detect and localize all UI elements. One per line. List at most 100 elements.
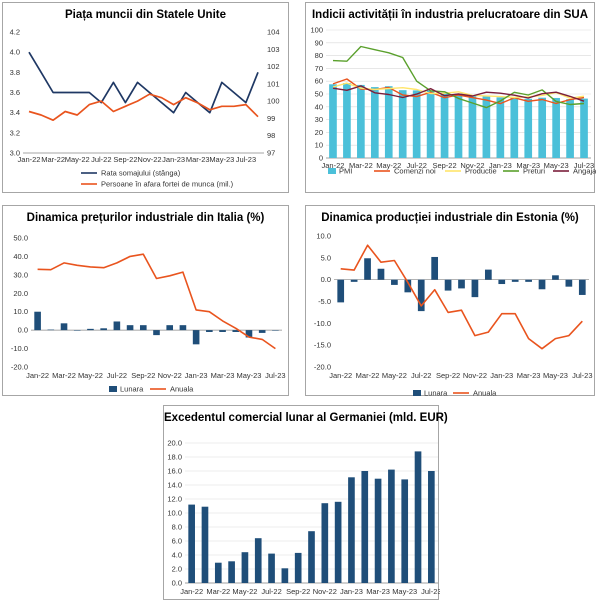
italy-prices-chart-panel: -20.0 -10.0 0.0 10.0 20.0 30.0 40.0 50.0 Jan-22 M… bbox=[2, 205, 289, 396]
y-tick-label: -20.0 bbox=[314, 363, 331, 372]
y-tick-label: 3.8 bbox=[10, 68, 20, 77]
y-tick-label: -15.0 bbox=[314, 341, 331, 350]
us-manufacturing-chart: 0 10 20 30 40 50 60 70 80 90 100 Jan-22 Mar-22 May-22… bbox=[310, 26, 596, 176]
series-line bbox=[37, 253, 276, 350]
y-tick-label: 0.0 bbox=[321, 275, 331, 284]
bar bbox=[398, 90, 407, 158]
x-tick-label: Sep-22 bbox=[113, 155, 137, 164]
legend-label: Lunara bbox=[120, 385, 144, 394]
x-tick-label: Jan-22 bbox=[329, 371, 352, 380]
bar bbox=[578, 279, 586, 295]
bar bbox=[100, 328, 107, 331]
bar bbox=[87, 328, 94, 331]
y-right-tick-label: 104 bbox=[267, 28, 280, 37]
bar bbox=[471, 279, 479, 298]
x-tick-label: Mar-22 bbox=[206, 587, 230, 596]
bar bbox=[511, 279, 519, 282]
x-tick-label: Mar-22 bbox=[52, 371, 76, 380]
x-tick-label: Nov-22 bbox=[137, 155, 161, 164]
y-tick-label: -20.0 bbox=[11, 363, 28, 372]
x-tick-label: May-22 bbox=[376, 161, 401, 170]
legend-swatch bbox=[109, 386, 117, 392]
y-tick-label: -5.0 bbox=[318, 297, 331, 306]
y-tick-label: 16.0 bbox=[167, 467, 182, 476]
x-tick-label: May-22 bbox=[382, 371, 407, 380]
bar bbox=[334, 501, 342, 583]
y-tick-label: 30 bbox=[315, 115, 323, 124]
series-line bbox=[28, 93, 259, 122]
x-tick-label: May-22 bbox=[65, 155, 90, 164]
bar bbox=[484, 269, 492, 280]
bar bbox=[228, 561, 235, 583]
legend-label: PMI bbox=[339, 167, 352, 176]
bar bbox=[214, 562, 222, 583]
bar bbox=[404, 279, 412, 293]
y-tick-label: 0.0 bbox=[18, 326, 28, 335]
x-tick-label: Jul-22 bbox=[91, 155, 111, 164]
y-tick-label: 10.0 bbox=[167, 509, 182, 518]
bar bbox=[565, 279, 573, 287]
legend-label: Anuala bbox=[473, 389, 497, 398]
x-tick-label: Sep-22 bbox=[131, 371, 155, 380]
y-right-tick-label: 101 bbox=[267, 79, 280, 88]
bar bbox=[525, 279, 532, 282]
x-tick-label: Jul-23 bbox=[572, 371, 592, 380]
bar bbox=[524, 98, 533, 158]
bar bbox=[34, 311, 41, 331]
bar bbox=[482, 96, 491, 158]
x-tick-label: May-22 bbox=[232, 587, 257, 596]
bar bbox=[357, 84, 365, 158]
y-tick-label: 20.0 bbox=[167, 439, 182, 448]
bar bbox=[458, 279, 465, 289]
x-tick-label: Jul-22 bbox=[107, 371, 127, 380]
x-tick-label: Jul-22 bbox=[411, 371, 431, 380]
bar bbox=[179, 325, 187, 331]
bar bbox=[201, 506, 209, 583]
bar bbox=[361, 471, 369, 583]
chart-title: Piața muncii din Statele Unite bbox=[64, 9, 227, 21]
y-tick-label: -10.0 bbox=[11, 344, 28, 353]
us-manufacturing-chart-panel: 0 10 20 30 40 50 60 70 80 90 100 Jan-22 Mar-22 May-22… bbox=[305, 2, 596, 193]
y-tick-label: 14.0 bbox=[167, 481, 182, 490]
y-right-tick-label: 103 bbox=[267, 45, 280, 54]
x-tick-label: Mar-22 bbox=[349, 161, 373, 170]
bar bbox=[321, 503, 329, 583]
y-tick-label: 40 bbox=[315, 102, 323, 111]
x-tick-label: Jan-22 bbox=[18, 155, 41, 164]
estonia-production-chart-panel: -20.0 -15.0 -10.0 -5.0 0.0 5.0 10.0 Jan-22 Mar-2… bbox=[305, 205, 595, 398]
bar bbox=[272, 330, 279, 331]
y-tick-label: 90 bbox=[315, 38, 323, 47]
bar bbox=[374, 478, 382, 583]
y-tick-label: -10.0 bbox=[314, 319, 331, 328]
bar bbox=[206, 330, 213, 332]
y-tick-label: 10.0 bbox=[13, 307, 28, 316]
legend-label: Productie bbox=[465, 167, 497, 176]
y-right-tick-label: 100 bbox=[267, 97, 280, 106]
bar bbox=[384, 86, 393, 158]
x-tick-label: Jan-23 bbox=[185, 371, 208, 380]
y-tick-label: 3.6 bbox=[10, 88, 20, 97]
y-tick-label: 3.4 bbox=[10, 108, 20, 117]
x-tick-label: Jul-23 bbox=[265, 371, 285, 380]
bar bbox=[468, 95, 477, 158]
bar bbox=[348, 477, 355, 583]
y-tick-label: 0 bbox=[319, 154, 323, 163]
y-tick-label: 30.0 bbox=[13, 270, 28, 279]
series-line bbox=[332, 85, 585, 102]
y-tick-label: 100 bbox=[310, 26, 323, 35]
y-tick-label: 3.0 bbox=[10, 149, 20, 158]
y-tick-label: 80 bbox=[315, 51, 323, 60]
us-labor-chart: 3.0 3.2 3.4 3.6 3.8 4.0 4.2 97 98 99 100 101 102 103 1… bbox=[10, 28, 280, 189]
x-tick-label: Jul-22 bbox=[261, 587, 281, 596]
legend-swatch bbox=[413, 390, 421, 396]
bar bbox=[428, 471, 435, 583]
x-tick-label: Nov-22 bbox=[460, 161, 484, 170]
y-tick-label: 0.0 bbox=[172, 579, 182, 588]
y-tick-label: 60 bbox=[315, 77, 323, 86]
x-tick-label: May-23 bbox=[392, 587, 417, 596]
bar bbox=[329, 84, 337, 158]
x-tick-label: Sep-22 bbox=[432, 161, 456, 170]
bar bbox=[192, 330, 200, 345]
bar bbox=[496, 97, 505, 158]
